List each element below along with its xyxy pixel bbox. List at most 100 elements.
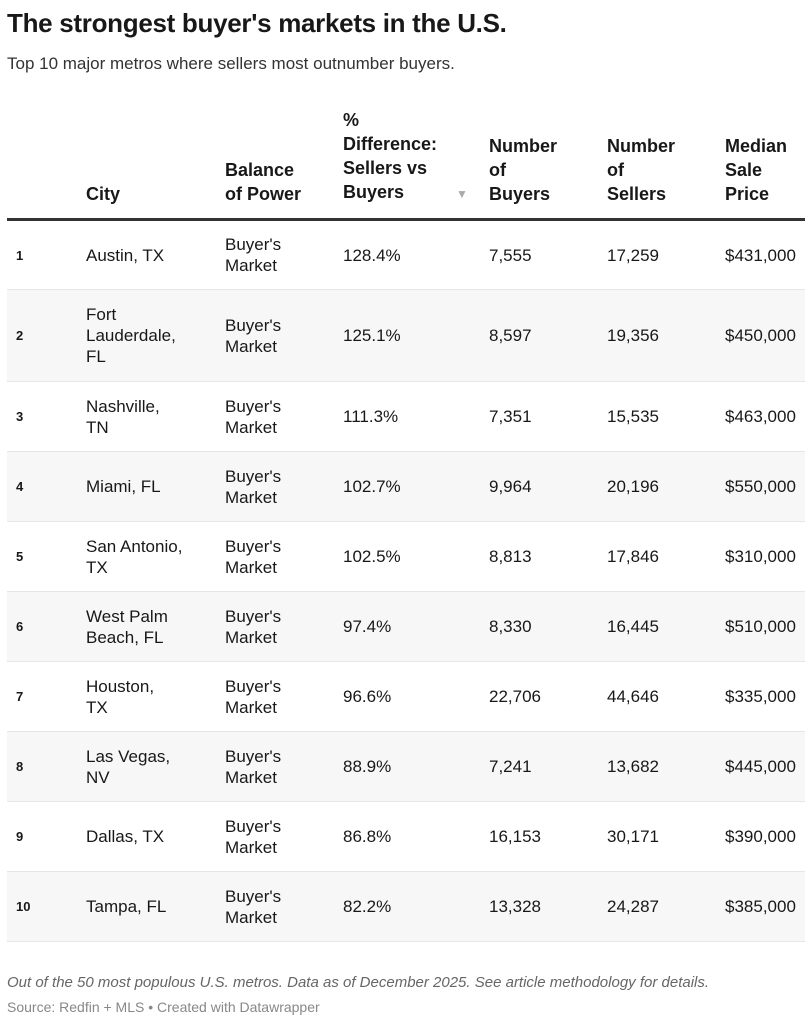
cell-balance: Buyer's Market: [225, 220, 343, 290]
table-row: 5 San Antonio, TX Buyer's Market 102.5% 8,81…: [7, 522, 805, 592]
city-value: Las Vegas, NV: [86, 746, 171, 787]
cell-city: Houston, TX: [86, 662, 225, 732]
cell-rank: 5: [7, 522, 86, 592]
cell-balance: Buyer's Market: [225, 872, 343, 942]
sellers-value: 24,287: [607, 897, 659, 916]
sellers-value: 20,196: [607, 477, 659, 496]
cell-pct: 82.2%: [343, 872, 489, 942]
balance-value: Buyer's Market: [225, 536, 282, 577]
cell-city: Nashville, TN: [86, 382, 225, 452]
chart-source: Source: Redfin + MLS • Created with Data…: [7, 999, 320, 1015]
header-price[interactable]: Median Sale Price: [725, 108, 805, 221]
city-value: Fort Lauderdale, FL: [86, 305, 176, 366]
rank-value: 7: [16, 689, 24, 704]
cell-sellers: 17,259: [607, 220, 725, 290]
cell-price: $463,000: [725, 382, 805, 452]
cell-sellers: 24,287: [607, 872, 725, 942]
price-value: $431,000: [725, 245, 796, 265]
balance-value: Buyer's Market: [225, 746, 282, 787]
cell-price: $510,000: [725, 592, 805, 662]
pct-value: 128.4%: [343, 245, 401, 265]
table-row: 2 Fort Lauderdale, FL Buyer's Market 125.1%…: [7, 289, 805, 382]
sellers-value: 30,171: [607, 827, 659, 846]
header-pct-label: % Difference: Sellers vs Buyers: [343, 110, 438, 202]
header-sellers[interactable]: Number of Sellers: [607, 108, 725, 221]
cell-pct: 125.1%: [343, 290, 489, 382]
header-row: City Balance of Power % Difference: Sell…: [7, 108, 805, 221]
cell-city: West Palm Beach, FL: [86, 592, 225, 662]
price-value: $510,000: [725, 617, 796, 636]
balance-value: Buyer's Market: [225, 606, 282, 647]
buyers-value: 16,153: [489, 827, 541, 846]
price-value: $335,000: [725, 687, 796, 706]
header-rank: [7, 108, 86, 221]
cell-rank: 6: [7, 592, 86, 662]
chart-subtitle: Top 10 major metros where sellers most o…: [7, 54, 455, 73]
cell-rank: 10: [7, 872, 86, 942]
rank-value: 2: [16, 328, 24, 343]
cell-pct: 128.4%: [343, 220, 489, 290]
table-row: 8 Las Vegas, NV Buyer's Market 88.9% 7,241 13…: [7, 731, 805, 802]
cell-sellers: 16,445: [607, 592, 725, 662]
pct-value: 97.4%: [343, 617, 392, 636]
cell-price: $550,000: [725, 452, 805, 522]
rank-value: 1: [16, 247, 24, 263]
cell-city: Fort Lauderdale, FL: [86, 290, 225, 382]
cell-price: $450,000: [725, 290, 805, 382]
cell-price: $385,000: [725, 872, 805, 942]
cell-city: Tampa, FL: [86, 872, 225, 942]
sellers-value: 15,535: [607, 407, 659, 426]
balance-value: Buyer's Market: [225, 886, 282, 927]
cell-city: Miami, FL: [86, 452, 225, 522]
pct-value: 102.5%: [343, 547, 401, 566]
cell-buyers: 22,706: [489, 662, 607, 732]
price-value: $385,000: [725, 897, 796, 916]
city-value: Houston, TX: [86, 676, 155, 717]
cell-city: Las Vegas, NV: [86, 732, 225, 802]
buyers-value: 8,813: [489, 547, 532, 566]
cell-sellers: 30,171: [607, 802, 725, 872]
header-price-label: Median Sale Price: [725, 136, 788, 204]
cell-balance: Buyer's Market: [225, 522, 343, 592]
rank-value: 3: [16, 409, 24, 424]
header-balance[interactable]: Balance of Power: [225, 108, 343, 221]
rank-value: 8: [16, 759, 24, 774]
sort-desc-icon: ▼: [456, 187, 468, 201]
cell-pct: 102.7%: [343, 452, 489, 522]
header-pct-difference[interactable]: % Difference: Sellers vs Buyers ▼: [343, 108, 489, 221]
price-value: $445,000: [725, 757, 796, 776]
cell-balance: Buyer's Market: [225, 290, 343, 382]
cell-buyers: 8,597: [489, 290, 607, 382]
cell-sellers: 15,535: [607, 382, 725, 452]
cell-buyers: 8,330: [489, 592, 607, 662]
city-value: West Palm Beach, FL: [86, 606, 168, 647]
balance-value: Buyer's Market: [225, 466, 282, 507]
cell-rank: 3: [7, 382, 86, 452]
city-value: Miami, FL: [86, 477, 161, 496]
rank-value: 4: [16, 479, 24, 494]
buyers-value: 22,706: [489, 687, 541, 706]
table-row: 4 Miami, FL Buyer's Market 102.7% 9,964 20,19…: [7, 451, 805, 522]
cell-buyers: 16,153: [489, 802, 607, 872]
cell-balance: Buyer's Market: [225, 452, 343, 522]
cell-city: Dallas, TX: [86, 802, 225, 872]
cell-balance: Buyer's Market: [225, 382, 343, 452]
buyers-value: 7,555: [489, 245, 532, 265]
header-sellers-label: Number of Sellers: [607, 136, 676, 204]
pct-value: 88.9%: [343, 757, 392, 776]
cell-rank: 2: [7, 290, 86, 382]
header-city[interactable]: City: [86, 108, 225, 221]
pct-value: 111.3%: [343, 407, 399, 426]
cell-rank: 4: [7, 452, 86, 522]
buyers-value: 9,964: [489, 477, 532, 496]
cell-pct: 111.3%: [343, 382, 489, 452]
city-value: Nashville, TN: [86, 396, 160, 437]
sellers-value: 17,846: [607, 547, 659, 566]
cell-price: $445,000: [725, 732, 805, 802]
cell-balance: Buyer's Market: [225, 592, 343, 662]
city-value: Austin, TX: [86, 245, 165, 265]
balance-value: Buyer's Market: [225, 816, 282, 857]
table-row: 3 Nashville, TN Buyer's Market 111.3% 7,351 1…: [7, 382, 805, 452]
chart-title: The strongest buyer's markets in the U.S…: [7, 8, 507, 38]
header-buyers[interactable]: Number of Buyers: [489, 108, 607, 221]
